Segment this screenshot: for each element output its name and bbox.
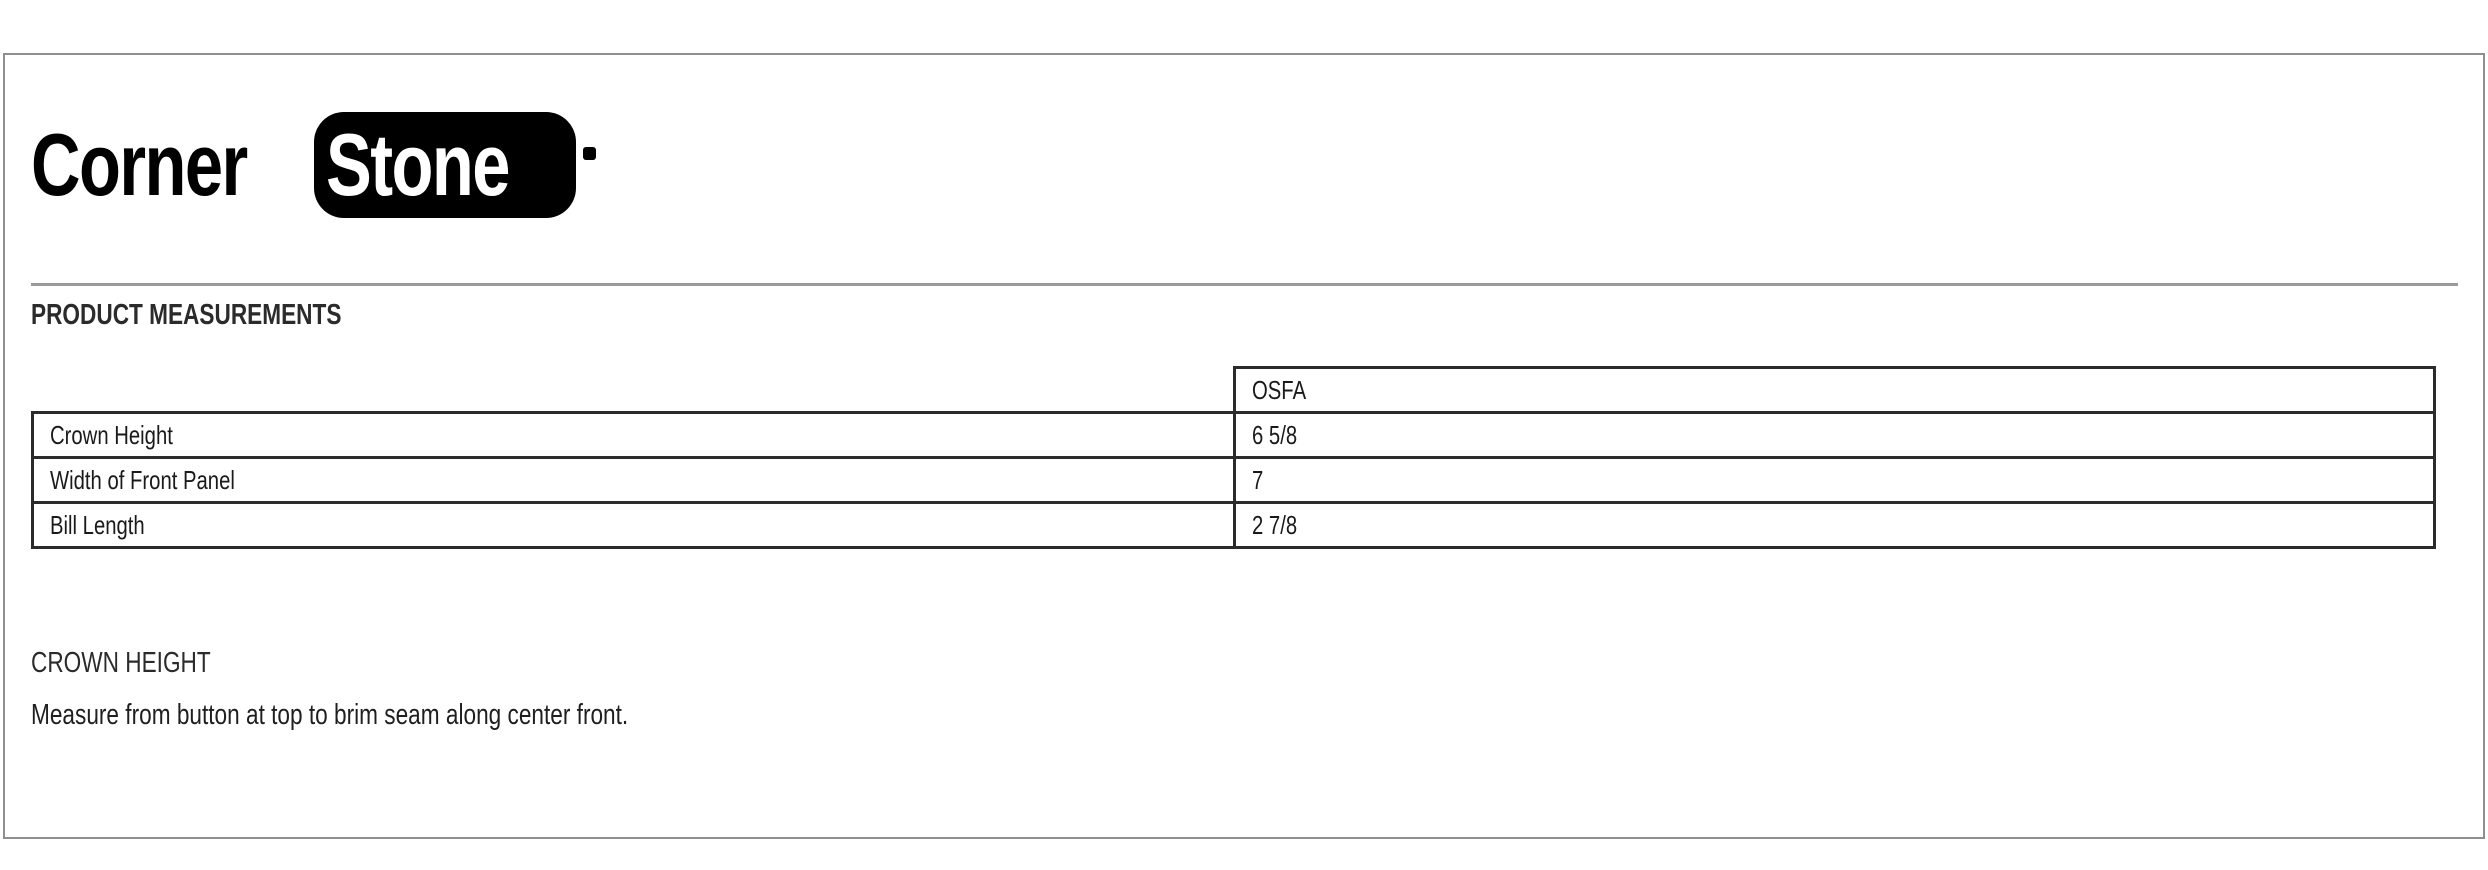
header-blank-cell [33,368,1235,413]
measurements-table: OSFA Crown Height 6 5/8 Width of Front P… [31,366,2436,549]
detail-heading-text: CROWN HEIGHT [31,647,211,679]
row-value-cell: 6 5/8 [1233,411,2436,459]
measurement-value: 7 [1252,464,1264,495]
measurement-label: Bill Length [50,509,145,540]
row-label-cell: Bill Length [31,501,1236,549]
logo-text-stone: Stone [325,115,510,214]
cornerstone-logo: Corner Stone [31,112,596,218]
table-header-row: OSFA [33,366,2436,414]
measurement-value: 6 5/8 [1252,419,1298,450]
detail-description-text: Measure from button at top to brim seam … [31,699,629,731]
row-value-cell: 2 7/8 [1233,501,2436,549]
page-title: PRODUCT MEASUREMENTS [31,299,429,332]
logo-stone-box: Stone [313,112,596,218]
header-separator [31,283,2458,286]
measurement-label: Width of Front Panel [50,464,235,495]
row-label-cell: Crown Height [31,411,1236,459]
measurement-value: 2 7/8 [1252,509,1298,540]
row-value-cell: 7 [1233,456,2436,504]
table-row: Crown Height 6 5/8 [31,411,2436,459]
header-size-cell: OSFA [1233,366,2436,414]
size-column-header: OSFA [1252,374,1307,405]
row-label-cell: Width of Front Panel [31,456,1236,504]
page-title-text: PRODUCT MEASUREMENTS [31,299,342,331]
table-row: Width of Front Panel 7 [31,456,2436,504]
detail-description: Measure from button at top to brim seam … [31,699,797,732]
measurement-label: Crown Height [50,419,173,450]
table-row: Bill Length 2 7/8 [31,501,2436,549]
registered-trademark-icon [582,147,596,160]
logo-text-corner: Corner [31,115,248,214]
detail-heading: CROWN HEIGHT [31,647,261,680]
